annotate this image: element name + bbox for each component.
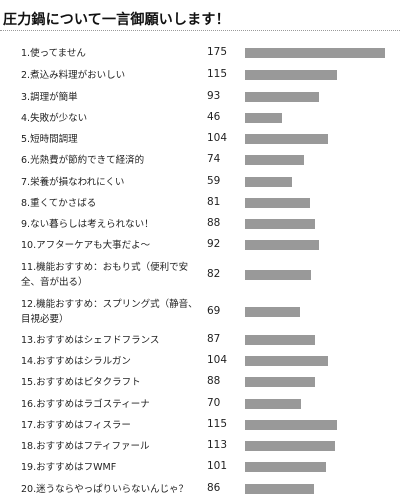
chart-title: 圧力鍋について一言御願いします！ (3, 12, 230, 28)
bar (245, 92, 319, 102)
bar (245, 198, 310, 208)
value-label: 104 (207, 132, 228, 144)
value-label: 88 (207, 217, 221, 229)
category-label: 2.煮込み料理がおいしい (21, 69, 126, 81)
value-label: 93 (207, 90, 221, 102)
category-label: 10.アフターケアも大事だよ〜 (21, 239, 151, 251)
bar (245, 134, 328, 144)
value-label: 74 (207, 153, 221, 165)
bar (245, 335, 315, 345)
category-label: 15.おすすめはピタクラフト (21, 376, 141, 388)
value-label: 70 (207, 397, 221, 409)
category-label: 18.おすすめはフティファール (21, 440, 150, 452)
value-label: 104 (207, 354, 228, 366)
value-label: 101 (207, 460, 228, 472)
bar (245, 270, 311, 280)
bar (245, 462, 326, 472)
bar (245, 219, 315, 229)
title-divider (0, 30, 400, 31)
value-label: 59 (207, 175, 221, 187)
value-label: 92 (207, 238, 221, 250)
value-label: 175 (207, 46, 228, 58)
bar (245, 484, 314, 494)
bar (245, 356, 328, 366)
value-label: 81 (207, 196, 221, 208)
bar (245, 155, 304, 165)
category-label: 3.調理が簡単 (21, 91, 78, 103)
value-label: 86 (207, 482, 221, 494)
category-label: 19.おすすめはフWMF (21, 461, 117, 473)
value-label: 113 (207, 439, 228, 451)
bar (245, 441, 335, 451)
value-label: 88 (207, 375, 221, 387)
bar (245, 399, 301, 409)
category-label: 12.機能おすすめ：スプリング式（静音、目視必要） (21, 299, 198, 325)
bar (245, 177, 292, 187)
category-label: 16.おすすめはラゴスティーナ (21, 398, 150, 410)
category-label: 7.栄養が損なわれにくい (21, 176, 125, 188)
bar (245, 307, 300, 317)
bar (245, 48, 385, 58)
category-label: 9.ない暮らしは考えられない！ (21, 218, 154, 230)
value-label: 82 (207, 268, 221, 280)
category-label: 14.おすすめはシラルガン (21, 355, 131, 367)
value-label: 46 (207, 111, 221, 123)
value-label: 115 (207, 418, 228, 430)
category-label: 1.使ってません (21, 47, 86, 59)
bar (245, 377, 315, 387)
category-label: 8.重くてかさばる (21, 197, 97, 209)
bar (245, 70, 337, 80)
bar (245, 240, 319, 250)
bar (245, 113, 282, 123)
category-label: 11.機能おすすめ：おもり式（便利で安全、音が出る） (21, 262, 189, 288)
category-label: 17.おすすめはフィスラー (21, 419, 131, 431)
bar (245, 420, 337, 430)
category-label: 20.迷うならやっぱりいらないんじゃ？ (21, 483, 189, 495)
category-label: 4.失敗が少ない (21, 112, 88, 124)
value-label: 115 (207, 68, 228, 80)
value-label: 87 (207, 333, 221, 345)
category-label: 13.おすすめはシェフドフランス (21, 334, 160, 346)
value-label: 69 (207, 305, 221, 317)
category-label: 5.短時間調理 (21, 133, 78, 145)
category-label: 6.光熱費が節約できて経済的 (21, 154, 145, 166)
